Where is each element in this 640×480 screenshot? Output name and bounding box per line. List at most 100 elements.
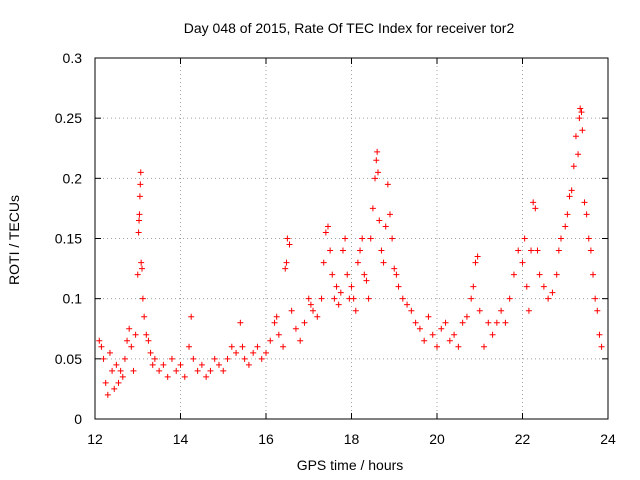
data-point xyxy=(510,271,517,278)
data-point xyxy=(404,301,411,308)
data-point xyxy=(145,337,152,344)
data-point xyxy=(168,355,175,362)
data-point xyxy=(233,349,240,356)
data-point xyxy=(474,253,481,260)
data-point xyxy=(393,271,400,278)
data-point xyxy=(207,367,214,374)
data-point xyxy=(136,217,143,224)
data-point xyxy=(109,367,116,374)
data-point xyxy=(132,331,139,338)
data-point xyxy=(389,235,396,242)
data-point xyxy=(329,271,336,278)
data-point xyxy=(354,259,361,266)
data-point xyxy=(286,241,293,248)
data-point xyxy=(203,373,210,380)
data-point xyxy=(139,265,146,272)
data-point xyxy=(258,355,265,362)
data-point xyxy=(549,289,556,296)
data-point xyxy=(100,355,107,362)
data-point xyxy=(96,337,103,344)
data-point xyxy=(331,295,338,302)
data-point xyxy=(438,325,445,332)
data-point xyxy=(446,337,453,344)
data-point xyxy=(198,361,205,368)
data-point xyxy=(566,193,573,200)
data-point xyxy=(578,109,585,116)
data-point xyxy=(553,271,560,278)
data-point xyxy=(485,319,492,326)
data-point xyxy=(350,295,357,302)
y-tick-label: 0.25 xyxy=(55,110,82,126)
data-point xyxy=(111,385,118,392)
data-point xyxy=(429,331,436,338)
data-point xyxy=(273,313,280,320)
data-point xyxy=(515,247,522,254)
data-point xyxy=(126,325,133,332)
data-point xyxy=(598,343,605,350)
data-point xyxy=(98,343,105,350)
data-point xyxy=(384,181,391,188)
data-point xyxy=(585,235,592,242)
data-point xyxy=(463,313,470,320)
data-point xyxy=(173,367,180,374)
data-point xyxy=(575,151,582,158)
data-point xyxy=(357,247,364,254)
data-point xyxy=(374,148,381,155)
data-point xyxy=(506,295,513,302)
data-point xyxy=(412,319,419,326)
data-point xyxy=(421,337,428,344)
data-point xyxy=(267,337,274,344)
data-point xyxy=(583,211,590,218)
data-point xyxy=(451,331,458,338)
data-point xyxy=(263,349,269,356)
data-point xyxy=(523,283,530,290)
data-point xyxy=(459,319,466,326)
data-point xyxy=(352,307,359,314)
data-point xyxy=(562,223,569,230)
data-point xyxy=(382,223,389,230)
data-point xyxy=(121,355,128,362)
data-point xyxy=(335,301,342,308)
data-point xyxy=(194,367,201,374)
x-tick-label: 16 xyxy=(258,431,274,447)
data-point xyxy=(181,373,188,380)
chart-title: Day 048 of 2015, Rate Of TEC Index for r… xyxy=(184,20,515,36)
data-point xyxy=(530,199,537,206)
data-point xyxy=(481,343,488,350)
data-point xyxy=(545,295,552,302)
data-point xyxy=(359,235,366,242)
y-tick-label: 0.1 xyxy=(63,291,83,307)
data-point xyxy=(568,187,575,194)
data-point xyxy=(375,169,382,176)
data-marks xyxy=(96,105,605,398)
data-point xyxy=(106,349,113,356)
data-point xyxy=(337,289,344,296)
data-point xyxy=(271,319,278,326)
x-tick-label: 20 xyxy=(429,431,445,447)
data-point xyxy=(378,247,385,254)
data-point xyxy=(344,271,351,278)
data-point xyxy=(288,307,295,314)
data-point xyxy=(532,205,539,212)
data-point xyxy=(572,133,579,140)
data-point xyxy=(395,283,402,290)
data-point xyxy=(188,313,195,320)
data-point xyxy=(215,361,222,368)
data-point xyxy=(455,343,462,350)
data-point xyxy=(301,319,308,326)
data-point xyxy=(391,265,398,272)
data-point xyxy=(254,343,261,350)
data-point xyxy=(579,127,586,134)
data-point xyxy=(386,211,393,218)
data-point xyxy=(590,271,597,278)
data-point xyxy=(224,355,231,362)
data-point xyxy=(220,367,227,374)
data-point xyxy=(367,235,374,242)
y-tick-label: 0.15 xyxy=(55,231,82,247)
data-point xyxy=(320,259,327,266)
data-point xyxy=(348,283,355,290)
data-point xyxy=(339,247,346,254)
data-point xyxy=(557,235,564,242)
data-point xyxy=(342,235,349,242)
